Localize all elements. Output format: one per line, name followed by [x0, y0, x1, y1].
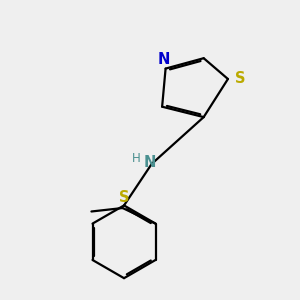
Text: H: H [132, 152, 140, 165]
Text: N: N [158, 52, 170, 68]
Text: N: N [144, 154, 156, 169]
Text: S: S [119, 190, 130, 205]
Text: S: S [235, 71, 245, 86]
